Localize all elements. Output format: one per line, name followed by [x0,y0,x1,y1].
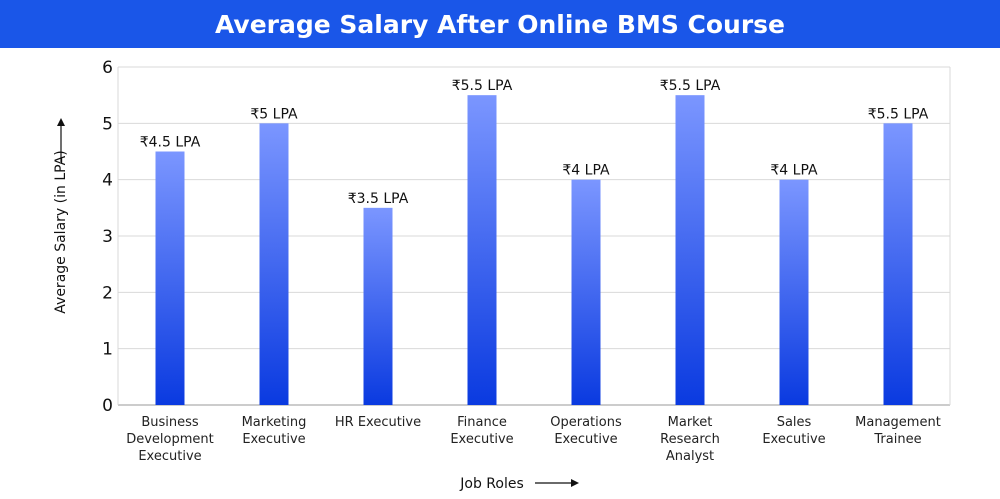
x-tick-label-line: Research [660,432,720,447]
x-tick-label-line: Executive [762,432,825,447]
x-tick-label: Finance Executive [450,415,513,447]
x-tick-label-line: Business [141,415,199,430]
data-label: ₹5.5 LPA [868,106,929,122]
category-labels: Business Development Executive Marketing Exe… [126,415,941,464]
y-tick-label: 0 [102,396,113,416]
bars [155,95,913,406]
data-label: ₹4.5 LPA [140,135,201,151]
x-tick-label-line: Analyst [666,449,714,464]
bar [675,95,705,406]
x-tick-label-line: Marketing [242,415,307,430]
x-tick-label-line: Sales [777,415,812,430]
x-tick-label: Management Trainee [855,415,941,447]
x-tick-label: Market Research Analyst [660,415,720,464]
y-tick-label: 2 [102,283,113,303]
x-tick-label: Sales Executive [762,415,825,447]
data-label: ₹4 LPA [770,163,818,179]
y-axis-ticks: 0 1 2 3 4 5 6 [102,58,113,416]
bar [571,179,601,405]
y-tick-label: 4 [102,171,113,191]
x-tick-label: Business Development Executive [126,415,214,464]
x-tick-label-line: Executive [450,432,513,447]
bar [779,179,809,405]
data-label: ₹5 LPA [250,106,298,122]
chart-title: Average Salary After Online BMS Course [214,9,786,39]
y-tick-label: 5 [102,114,113,134]
data-label: ₹4 LPA [562,163,610,179]
title-bar: Average Salary After Online BMS Course [0,0,1000,48]
x-tick-label-line: Trainee [873,432,921,447]
data-label: ₹5.5 LPA [660,78,721,94]
x-tick-label-line: Management [855,415,941,430]
x-tick-label-line: Market [668,415,713,430]
bar [883,123,913,405]
data-label: ₹3.5 LPA [348,191,409,207]
bar [467,95,497,406]
y-tick-label: 1 [102,340,113,360]
x-tick-label: Marketing Executive [242,415,307,447]
x-tick-label-line: Executive [138,449,201,464]
x-axis-title: Job Roles [459,476,524,492]
x-tick-label-line: Executive [554,432,617,447]
grid-lines [117,66,951,406]
bar [259,123,289,405]
data-label: ₹5.5 LPA [452,78,513,94]
y-tick-label: 3 [102,227,113,247]
x-tick-label-line: Finance [457,415,507,430]
x-tick-label: HR Executive [335,415,421,430]
x-tick-label-line: HR Executive [335,415,421,430]
data-labels: ₹4.5 LPA ₹5 LPA ₹3.5 LPA ₹5.5 LPA ₹4 LPA ₹5.5… [140,78,929,207]
x-tick-label-line: Development [126,432,214,447]
bar [155,151,185,405]
bar [363,207,393,405]
y-tick-label: 6 [102,58,113,78]
x-tick-label-line: Executive [242,432,305,447]
y-axis-title: Average Salary (in LPA) [53,150,69,313]
x-tick-label-line: Operations [550,415,622,430]
x-tick-label: Operations Executive [550,415,622,447]
